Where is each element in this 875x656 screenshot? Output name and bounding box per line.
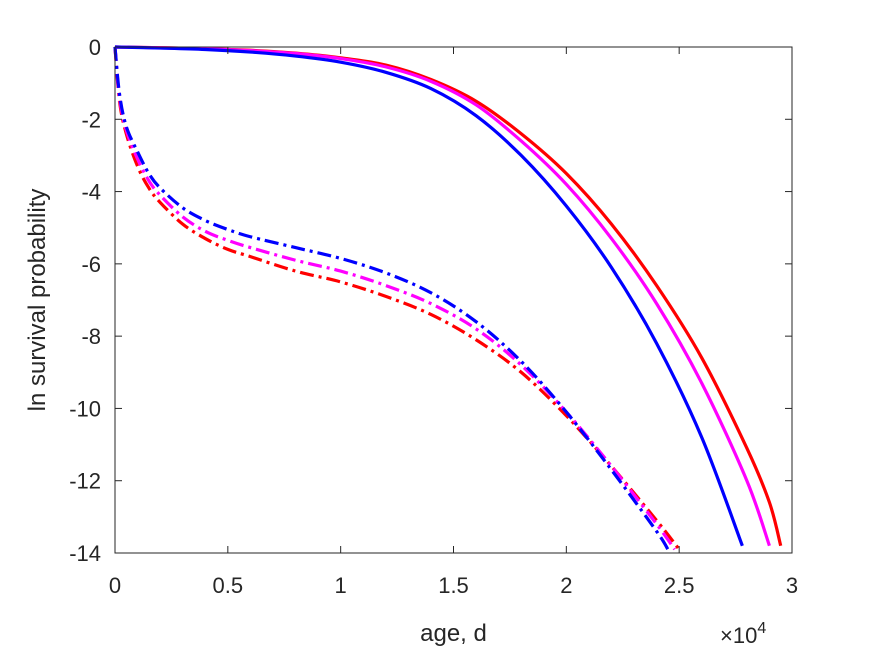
- x-axis-exponent: ×104: [720, 620, 766, 648]
- y-tick-label: -14: [69, 541, 101, 566]
- y-tick-label: -10: [69, 396, 101, 421]
- y-tick-label: 0: [89, 35, 101, 60]
- x-exponent-power: 4: [757, 620, 766, 637]
- y-tick-label: -6: [81, 252, 101, 277]
- x-tick-label: 1: [335, 573, 347, 598]
- x-tick-label: 1.5: [438, 573, 469, 598]
- y-axis-label: ln survival probability: [24, 189, 51, 412]
- x-tick-label: 0: [109, 573, 121, 598]
- y-tick-label: -12: [69, 469, 101, 494]
- x-tick-label: 2.5: [664, 573, 695, 598]
- x-exponent-base: ×10: [720, 623, 757, 648]
- y-tick-label: -2: [81, 107, 101, 132]
- x-tick-label: 2: [560, 573, 572, 598]
- x-tick-label: 3: [786, 573, 798, 598]
- series-line-4-dashdot: [113, 46, 681, 551]
- x-axis-label: age, d: [420, 620, 487, 647]
- ticks-layer: 0 0.5 1 1.5 2 2.5 3 0 -2 -4 -6 -8 -10 -12 -14: [69, 35, 798, 598]
- y-tick-label: -4: [81, 180, 101, 205]
- y-tick-label: -8: [81, 324, 101, 349]
- series-line-6-dashdot: [113, 46, 670, 551]
- plot-area: [115, 47, 792, 553]
- x-tick-label: 0.5: [213, 573, 244, 598]
